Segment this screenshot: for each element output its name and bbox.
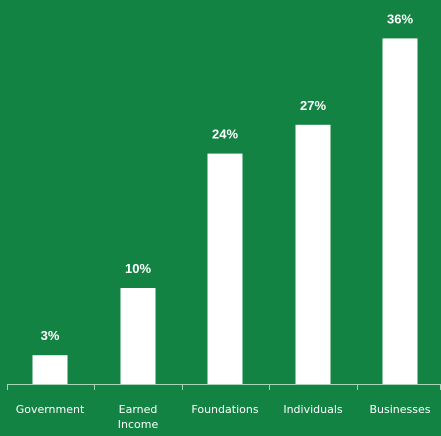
labels-layer: 3% Government 10% Earned Income 24% Foundation…: [16, 11, 431, 431]
category-label-government: Government: [16, 403, 85, 416]
data-label-businesses: 36%: [387, 11, 413, 26]
category-label-businesses: Businesses: [369, 403, 430, 416]
bar-government: [32, 355, 68, 384]
data-label-earned-income: 10%: [125, 261, 151, 276]
bar-foundations: [207, 153, 243, 384]
bar-businesses: [382, 38, 418, 385]
category-label-earned-income: Earned Income: [118, 403, 159, 431]
data-label-government: 3%: [41, 328, 60, 343]
category-label-foundations: Foundations: [191, 403, 258, 416]
bar-earned-income: [120, 288, 156, 384]
bars-layer: [32, 38, 418, 385]
data-label-individuals: 27%: [300, 98, 326, 113]
category-label-individuals: Individuals: [283, 403, 343, 416]
data-label-foundations: 24%: [212, 127, 238, 142]
bar-individuals: [295, 124, 331, 385]
